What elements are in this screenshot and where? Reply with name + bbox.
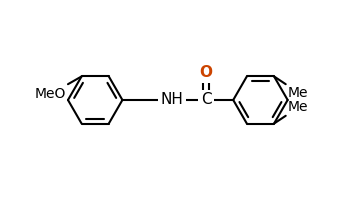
Text: Me: Me [288,86,308,100]
Text: NH: NH [161,93,184,107]
Text: C: C [201,93,211,107]
Text: MeO: MeO [35,87,66,101]
Text: Me: Me [288,100,308,114]
Text: O: O [200,65,213,80]
